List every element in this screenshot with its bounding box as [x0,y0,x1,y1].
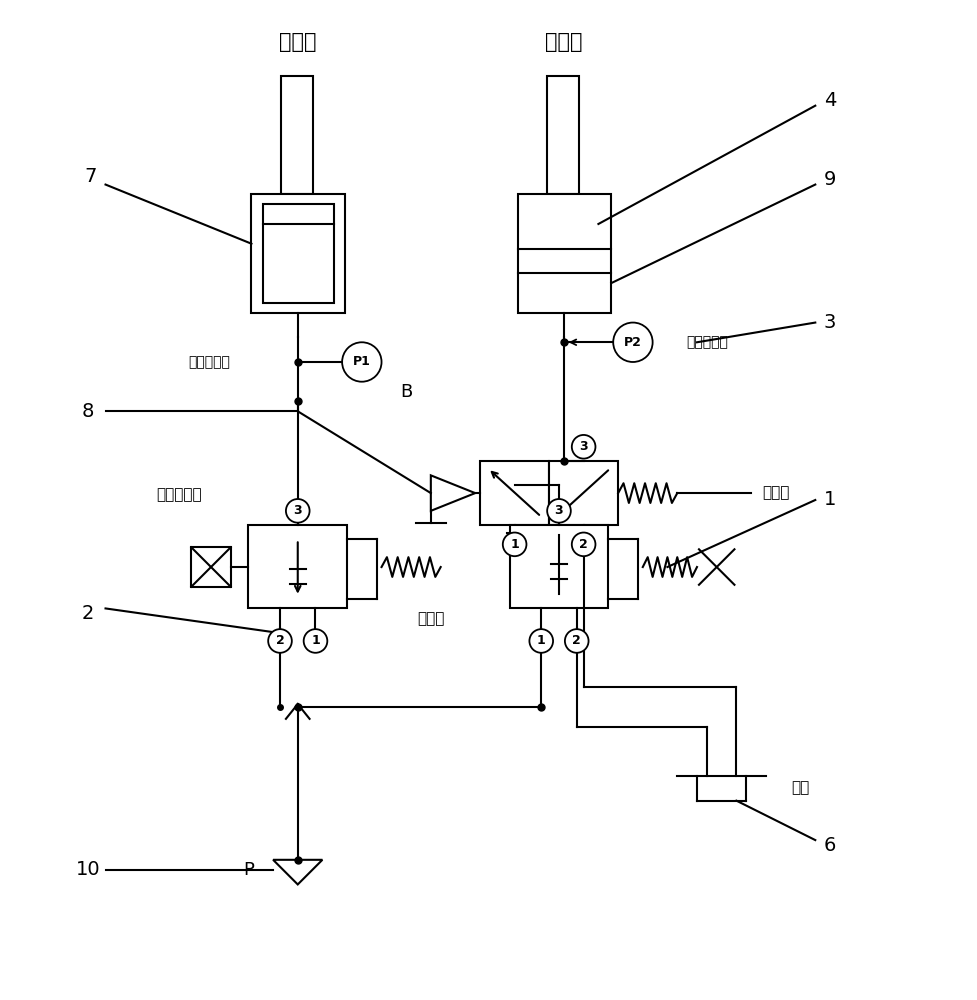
Text: 10: 10 [75,860,100,879]
Text: 1: 1 [311,634,319,647]
Text: 比例减压阀: 比例减压阀 [156,488,202,503]
Text: 2: 2 [579,538,588,551]
Text: 8: 8 [82,402,94,421]
Text: 制动器: 制动器 [545,32,582,52]
Text: P: P [243,861,254,879]
Text: 油箱: 油箱 [791,780,810,795]
Circle shape [268,629,292,653]
Circle shape [572,533,595,556]
Text: 2: 2 [573,634,581,647]
Circle shape [342,342,382,382]
Text: 7: 7 [85,167,97,186]
Text: 压力传感器: 压力传感器 [189,355,230,369]
Text: 2: 2 [82,604,94,623]
Circle shape [547,499,571,523]
Text: 减压阀: 减压阀 [417,611,445,626]
Circle shape [286,499,310,523]
Text: 3: 3 [293,504,302,517]
Text: B: B [400,383,412,401]
Bar [251,194,345,313]
Text: 6: 6 [824,836,836,855]
Text: 3: 3 [555,504,564,517]
Text: 2: 2 [276,634,284,647]
Text: 3: 3 [824,313,836,332]
Bar [549,461,618,525]
Bar [281,76,313,194]
Text: 离合器: 离合器 [279,32,317,52]
Text: P1: P1 [353,355,370,368]
Text: 3: 3 [579,440,588,453]
Bar [263,204,334,303]
Text: 液控阀: 液控阀 [762,486,789,501]
Bar [510,525,609,608]
Circle shape [304,629,327,653]
Circle shape [565,629,588,653]
Bar [191,547,231,587]
Text: 1: 1 [537,634,545,647]
Bar [518,194,612,313]
Text: 4: 4 [824,91,836,110]
Text: P2: P2 [624,336,642,349]
Text: 1: 1 [510,538,519,551]
Bar [547,76,578,194]
Text: 9: 9 [824,170,836,189]
Circle shape [503,533,527,556]
Text: 压力传感器: 压力传感器 [686,335,728,349]
Circle shape [530,629,553,653]
Circle shape [614,323,653,362]
Bar [480,461,549,525]
Text: 1: 1 [824,490,836,509]
Bar [248,525,347,608]
Circle shape [572,435,595,459]
